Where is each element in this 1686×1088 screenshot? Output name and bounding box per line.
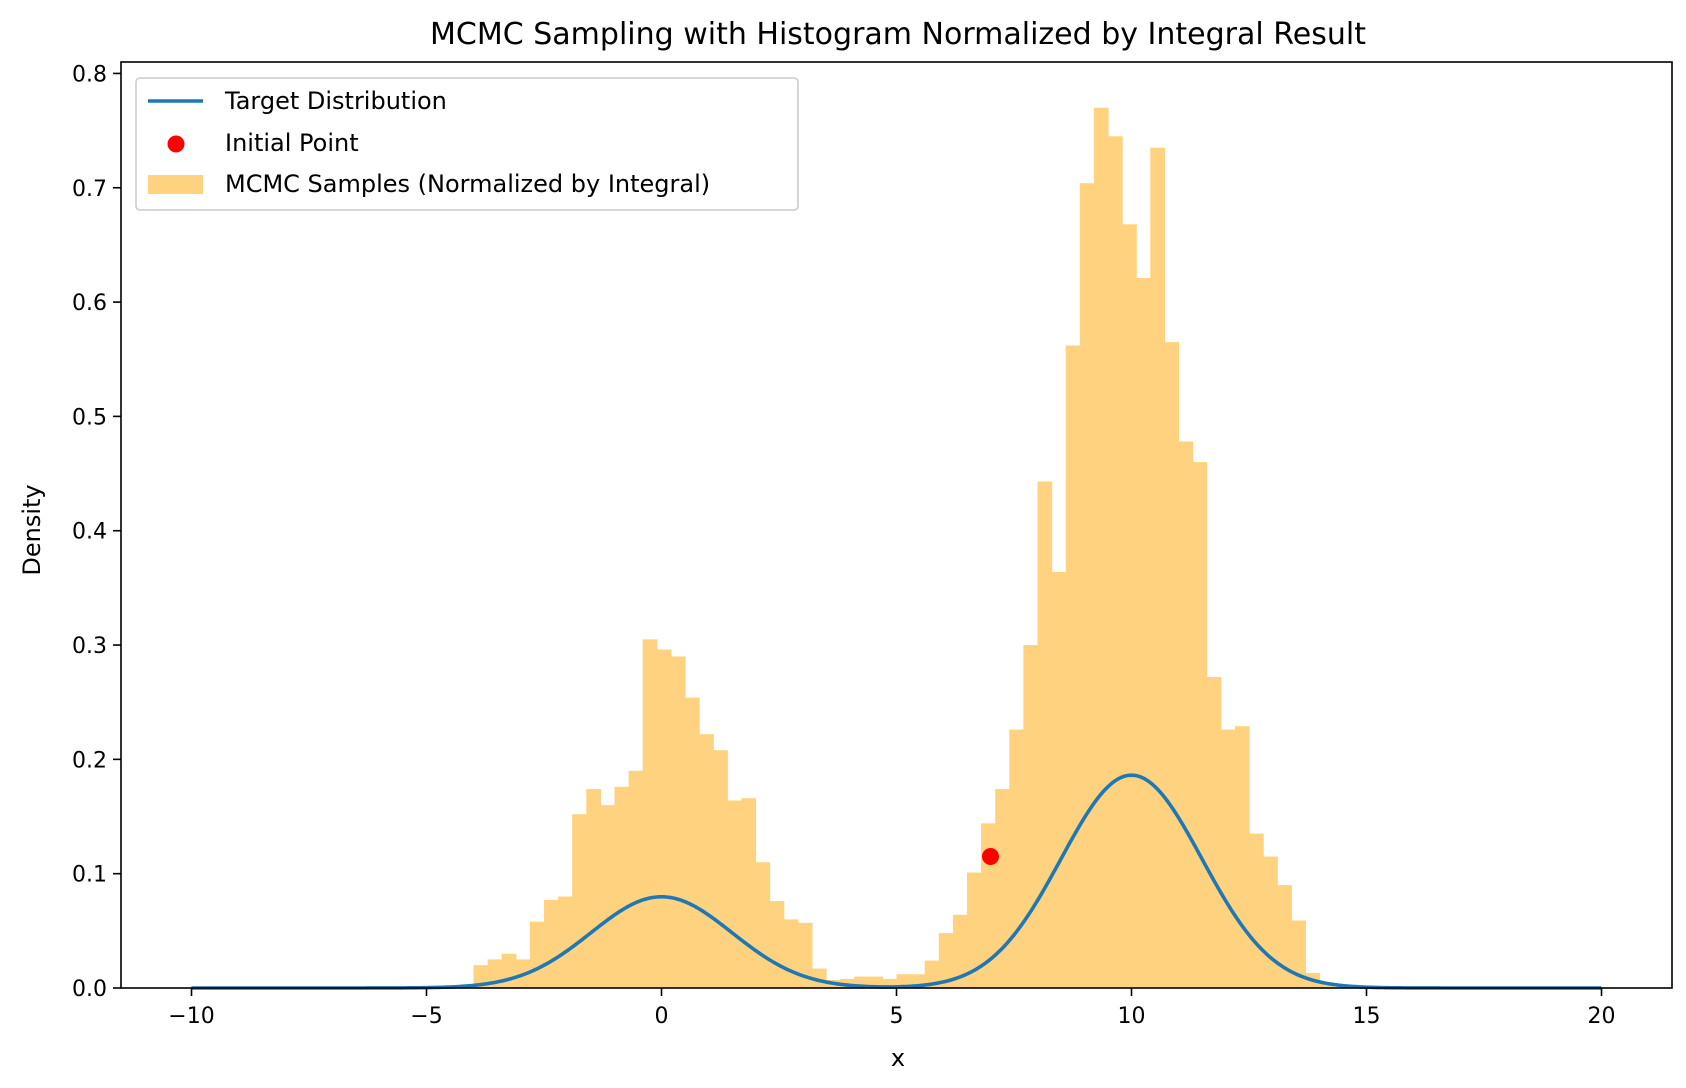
histogram-bar [797, 922, 813, 988]
histogram-bar [924, 960, 940, 988]
histogram-bar [656, 649, 672, 988]
initial-point-marker [982, 848, 999, 866]
x-tick-label: 0 [655, 1004, 669, 1029]
histogram-bar [967, 872, 982, 988]
histogram-bar [572, 814, 587, 988]
histogram-bar [1164, 342, 1180, 988]
histogram-bar [685, 697, 700, 988]
y-axis-label: Density [18, 484, 46, 575]
legend-label: Target Distribution [224, 87, 447, 115]
y-tick-label: 0.6 [72, 291, 107, 316]
histogram-bar [1291, 920, 1306, 988]
x-tick-label: −5 [410, 1004, 442, 1029]
histogram-bar [1122, 224, 1137, 988]
x-tick-label: 15 [1353, 1004, 1381, 1029]
y-tick-label: 0.3 [72, 634, 107, 659]
histogram-bar [896, 974, 912, 988]
histogram-bar [1108, 136, 1123, 988]
chart-title: MCMC Sampling with Histogram Normalized … [430, 17, 1366, 52]
histogram-bar [952, 914, 968, 988]
histogram-bar [1263, 856, 1278, 988]
histogram-bar [642, 639, 658, 988]
histogram-bar [1051, 571, 1067, 988]
histogram-bar [1150, 147, 1165, 989]
x-tick-label: −10 [168, 1004, 214, 1029]
histogram-bar [670, 656, 686, 988]
y-tick-label: 0.0 [72, 977, 107, 1002]
histogram-bar [769, 901, 785, 988]
histogram-bar [501, 953, 517, 988]
histogram-bar [558, 896, 573, 988]
histogram-bar [1277, 885, 1292, 988]
histogram-bar [1206, 677, 1222, 988]
histogram-bar [1009, 729, 1024, 988]
initial-point-series [982, 848, 999, 866]
legend-patch-swatch [148, 175, 203, 194]
histogram-bar [628, 770, 644, 988]
x-tick-label: 20 [1588, 1004, 1616, 1029]
histogram-bar [1136, 278, 1151, 989]
y-axis: 0.0 0.1 0.2 0.3 0.4 0.5 0.6 0.7 0.8 [72, 62, 121, 1002]
x-axis-label: x [891, 1044, 905, 1072]
histogram-bar [699, 734, 714, 988]
histogram-bar [727, 800, 742, 988]
histogram-bar [1178, 441, 1194, 989]
legend-box [135, 77, 799, 211]
histogram-bar [1093, 107, 1109, 988]
y-tick-label: 0.2 [72, 748, 107, 773]
legend-label: Initial Point [225, 129, 359, 157]
histogram-bar [1079, 183, 1095, 989]
histogram-bar [529, 921, 545, 988]
histogram-bar [755, 862, 771, 988]
histogram-bar [995, 789, 1010, 988]
y-tick-label: 0.7 [72, 177, 107, 202]
histogram-bar [1192, 462, 1208, 989]
histogram-bar [1220, 729, 1236, 988]
histogram-bar [1249, 833, 1264, 988]
histogram-bar [1037, 481, 1053, 988]
histogram-bar [741, 798, 757, 988]
x-axis: −10 −5 0 5 10 15 20 [168, 988, 1616, 1029]
legend-marker-swatch [167, 135, 185, 153]
histogram-bars [473, 107, 1335, 989]
histogram-bar [854, 976, 869, 988]
histogram-bar [868, 976, 883, 988]
histogram-bar [600, 805, 616, 988]
legend: Target Distribution Initial Point MCMC Sam… [135, 77, 799, 211]
histogram-bar [586, 789, 601, 988]
y-tick-label: 0.1 [72, 863, 107, 888]
x-tick-label: 10 [1118, 1004, 1146, 1029]
x-tick-label: 5 [890, 1004, 904, 1029]
histogram-bar [1023, 645, 1039, 988]
y-tick-label: 0.8 [72, 62, 107, 87]
histogram-bar [1234, 726, 1250, 988]
legend-label: MCMC Samples (Normalized by Integral) [225, 170, 710, 198]
y-tick-label: 0.5 [72, 405, 107, 430]
y-tick-label: 0.4 [72, 520, 107, 545]
histogram-bar [783, 919, 799, 988]
histogram-bar [882, 978, 898, 988]
histogram-bar [544, 899, 559, 988]
histogram-bar [713, 750, 728, 988]
histogram-bar [1065, 345, 1081, 988]
histogram-bar [938, 933, 954, 988]
histogram-bar [614, 786, 630, 988]
